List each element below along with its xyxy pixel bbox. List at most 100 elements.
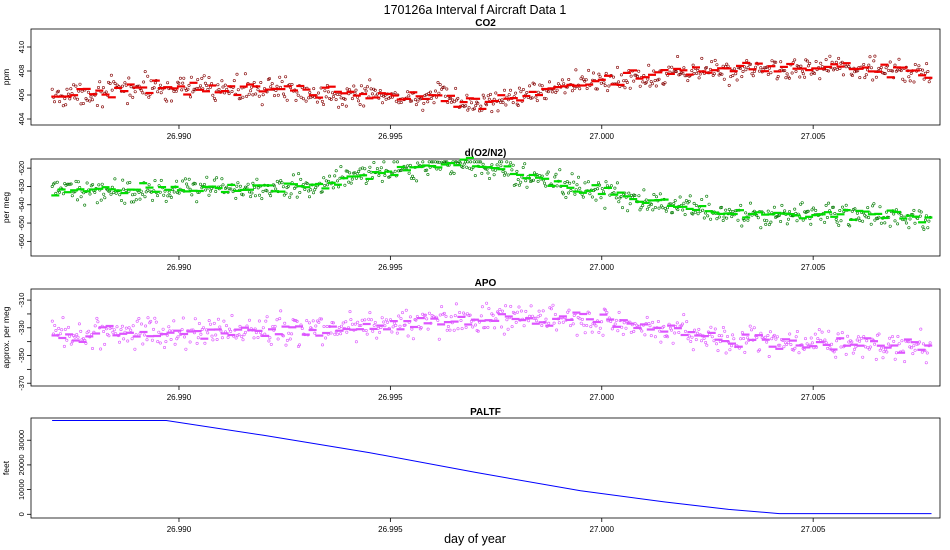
apo-data-point: [645, 315, 649, 319]
co2-data-point: [907, 75, 911, 79]
co2-data-point: [550, 90, 554, 94]
apo-data-point: [836, 332, 840, 336]
co2-data-point: [399, 101, 403, 105]
d-o2-n2-data-point: [121, 178, 125, 182]
apo-data-point: [748, 324, 752, 328]
apo-data-point: [345, 330, 349, 334]
co2-data-point: [469, 101, 473, 105]
d-o2-n2-data-point: [83, 203, 87, 207]
apo-data-point: [494, 317, 498, 321]
apo-data-point: [882, 350, 886, 354]
apo-data-point: [810, 341, 814, 345]
d-o2-n2-data-point: [147, 183, 151, 187]
d-o2-n2-data-point: [486, 171, 490, 175]
apo-data-point: [699, 339, 703, 343]
co2-data-point: [64, 103, 68, 107]
apo-data-point: [597, 330, 601, 334]
co2-data-point: [343, 97, 347, 101]
d-o2-n2-data-point: [883, 221, 887, 225]
d-o2-n2-data-point: [633, 194, 637, 198]
d-o2-n2-data-point: [590, 195, 594, 199]
apo-data-point: [267, 339, 271, 343]
d-o2-n2-data-point: [748, 201, 752, 205]
d-o2-n2-data-point: [563, 181, 567, 185]
co2-data-point: [538, 83, 542, 87]
d-o2-n2-data-point: [687, 199, 691, 203]
co2-data-point: [606, 89, 610, 93]
d-o2-n2-data-point: [864, 215, 868, 219]
d-o2-n2-data-point: [517, 183, 521, 187]
d-o2-n2-data-point: [814, 208, 818, 212]
d-o2-n2-data-point: [515, 169, 519, 173]
d-o2-n2-data-point: [134, 198, 138, 202]
co2-data-point: [488, 92, 492, 96]
paltf-x-tick-label: 26.990: [167, 525, 192, 534]
apo-data-point: [561, 320, 565, 324]
co2-data-point: [814, 59, 818, 63]
d-o2-n2-data-point: [651, 208, 655, 212]
co2-data-point: [436, 81, 440, 85]
apo-data-point: [119, 328, 123, 332]
co2-data-point: [454, 86, 458, 90]
co2-data-point: [720, 72, 724, 76]
apo-data-point: [196, 336, 200, 340]
co2-data-point: [121, 84, 125, 88]
co2-data-point: [682, 66, 686, 70]
apo-data-point: [795, 329, 799, 333]
d-o2-n2-data-point: [241, 193, 245, 197]
apo-data-point: [680, 322, 684, 326]
co2-data-point: [501, 101, 505, 105]
apo-data-point: [184, 347, 188, 351]
co2-data-point: [413, 98, 417, 102]
co2-data-point: [546, 90, 550, 94]
d-o2-n2-data-point: [479, 160, 483, 164]
d-o2-n2-plot-frame: [30, 158, 941, 257]
co2-data-point: [432, 101, 436, 105]
apo-data-point: [241, 338, 245, 342]
apo-data-point: [248, 318, 252, 322]
apo-data-point: [211, 338, 215, 342]
co2-data-point: [290, 83, 294, 87]
co2-data-point: [690, 69, 694, 73]
d-o2-n2-data-point: [246, 182, 250, 186]
apo-data-point: [491, 313, 495, 317]
co2-data-point: [841, 73, 845, 77]
apo-data-point: [54, 328, 58, 332]
d-o2-n2-data-point: [736, 218, 740, 222]
apo-data-point: [537, 309, 541, 313]
co2-data-point: [77, 89, 81, 93]
apo-data-point: [273, 324, 277, 328]
d-o2-n2-data-point: [503, 171, 507, 175]
apo-data-point: [621, 332, 625, 336]
d-o2-n2-data-point: [568, 181, 572, 185]
d-o2-n2-data-point: [436, 160, 440, 164]
apo-data-point: [197, 321, 201, 325]
apo-data-point: [430, 313, 434, 317]
co2-data-point: [744, 68, 748, 72]
d-o2-n2-data-point: [54, 191, 58, 195]
apo-data-point: [632, 329, 636, 333]
co2-data-point: [158, 83, 162, 87]
apo-data-point: [423, 313, 427, 317]
apo-data-point: [527, 319, 531, 323]
apo-data-point: [99, 347, 103, 351]
apo-data-point: [589, 325, 593, 329]
co2-data-point: [281, 92, 285, 96]
apo-data-point: [759, 331, 763, 335]
apo-data-point: [547, 321, 551, 325]
d-o2-n2-data-point: [670, 211, 674, 215]
d-o2-n2-data-point: [162, 193, 166, 197]
d-o2-n2-data-point: [863, 213, 867, 217]
apo-data-point: [268, 336, 272, 340]
apo-data-point: [281, 334, 285, 338]
apo-data-point: [835, 339, 839, 343]
co2-data-point: [712, 72, 716, 76]
co2-x-tick-label: 26.995: [378, 132, 403, 141]
d-o2-n2-data-point: [131, 193, 135, 197]
d-o2-n2-data-point: [838, 209, 842, 213]
apo-data-point: [709, 325, 713, 329]
co2-data-point: [759, 66, 763, 70]
d-o2-n2-data-point: [698, 209, 702, 213]
co2-data-point: [667, 65, 671, 69]
d-o2-n2-data-point: [833, 212, 837, 216]
